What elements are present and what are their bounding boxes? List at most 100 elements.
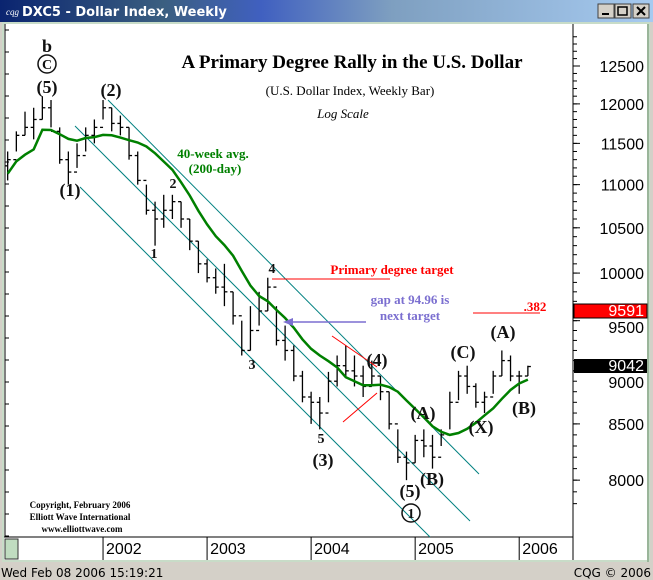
price-bar xyxy=(334,355,341,387)
price-bar xyxy=(169,194,176,220)
price-bar xyxy=(39,96,46,121)
arrow-left-icon xyxy=(283,318,293,326)
status-bar xyxy=(0,562,653,580)
price-bar xyxy=(481,391,488,414)
wave-label: (A) xyxy=(411,403,436,424)
price-bar xyxy=(204,259,211,283)
price-bar xyxy=(342,345,349,377)
chart-title: A Primary Degree Rally in the U.S. Dolla… xyxy=(181,52,523,73)
price-bar xyxy=(464,365,471,394)
price-bar xyxy=(22,111,29,136)
y-tick-label: 8000 xyxy=(608,473,644,490)
scroll-handle[interactable] xyxy=(4,538,19,560)
price-bar xyxy=(178,201,185,228)
y-tick-label: 12500 xyxy=(600,59,645,76)
price-bar xyxy=(126,126,133,160)
price-bar xyxy=(108,107,115,132)
primary-target-label: Primary degree target xyxy=(330,262,454,277)
wave-label: (4) xyxy=(367,350,388,371)
price-marker-label: 9591 xyxy=(608,303,644,320)
price-marker-last: 9042 xyxy=(574,358,647,375)
y-tick-label: 10000 xyxy=(600,266,645,283)
credit-line: Copyright, February 2006 xyxy=(30,500,131,510)
price-bar xyxy=(316,396,323,430)
price-bar xyxy=(117,115,124,136)
gap-label-1: gap at 94.96 is xyxy=(371,292,450,307)
price-bar xyxy=(4,151,11,181)
wave-label: 1 xyxy=(151,247,158,262)
price-bar xyxy=(403,451,410,481)
trend-channel-line xyxy=(74,125,471,522)
wave-label: 2 xyxy=(170,177,177,192)
y-tick-label: 8500 xyxy=(608,417,644,434)
price-bar xyxy=(325,371,332,414)
credit-line: www.elliottwave.com xyxy=(42,524,123,534)
price-bar xyxy=(212,268,219,294)
price-bar xyxy=(74,143,81,173)
status-copyright: CQG © 2006 xyxy=(574,566,651,580)
wedge-upper-line xyxy=(331,335,378,368)
price-bar xyxy=(282,325,289,361)
wave-label: (B) xyxy=(512,398,536,419)
price-bar xyxy=(238,315,245,356)
price-bar xyxy=(13,131,20,161)
gap-label-2: next target xyxy=(380,308,441,323)
price-bar xyxy=(386,391,393,430)
title-bar[interactable] xyxy=(0,0,653,22)
price-bar xyxy=(308,391,315,424)
wave-label: 5 xyxy=(318,432,325,447)
ma-label-2: (200-day) xyxy=(189,161,242,176)
wave-label-b: b xyxy=(42,36,52,56)
wave-label: (5) xyxy=(400,481,421,502)
maximize-icon xyxy=(617,6,628,16)
price-bar xyxy=(91,119,98,144)
price-bar xyxy=(507,355,514,382)
wave-label: (C) xyxy=(451,342,476,363)
wave-label-circled-1: 1 xyxy=(408,507,415,522)
price-bar xyxy=(420,429,427,458)
x-tick-label: 2003 xyxy=(210,541,246,558)
wave-label: (2) xyxy=(101,80,122,101)
price-bar xyxy=(299,370,306,403)
cqg-logo-icon: cqg xyxy=(6,7,19,17)
wave-label: (5) xyxy=(37,77,58,98)
y-tick-label: 12000 xyxy=(600,97,645,114)
price-marker-9591: 9591 xyxy=(573,303,648,320)
price-bar xyxy=(186,218,193,251)
price-bar xyxy=(160,194,167,228)
price-bar xyxy=(195,240,202,274)
close-button[interactable] xyxy=(632,3,650,19)
price-bar xyxy=(247,306,254,352)
maximize-button[interactable] xyxy=(614,3,632,19)
price-bar xyxy=(472,383,479,408)
moving-average-line xyxy=(6,128,529,437)
wave-label: (B) xyxy=(420,469,444,490)
chart-subtitle: (U.S. Dollar Index, Weekly Bar) xyxy=(266,83,435,98)
wave-label: 4 xyxy=(269,262,276,277)
price-bar xyxy=(30,107,37,140)
price-marker-label: 9042 xyxy=(608,358,644,375)
status-timestamp: Wed Feb 08 2006 15:19:21 xyxy=(1,566,163,580)
price-bar xyxy=(134,151,141,185)
price-bar xyxy=(394,423,401,463)
y-tick-label: 9500 xyxy=(608,320,644,337)
wave-label: (A) xyxy=(491,322,516,343)
x-tick-label: 2006 xyxy=(522,541,558,558)
close-icon xyxy=(636,6,646,16)
window-title: DXC5 - Dollar Index, Weekly xyxy=(22,5,227,20)
price-bar xyxy=(65,151,72,185)
x-tick-label: 2004 xyxy=(314,541,350,558)
price-bar xyxy=(221,263,228,307)
circle-icon xyxy=(401,503,421,523)
trend-channel-line xyxy=(79,186,431,538)
ma-label: 40-week avg. xyxy=(177,146,249,161)
minimize-button[interactable] xyxy=(597,3,615,19)
price-bar xyxy=(152,201,159,246)
price-bar xyxy=(143,179,150,215)
price-bar xyxy=(290,345,297,382)
chart-area xyxy=(4,24,648,560)
price-bar xyxy=(264,277,271,312)
wedge-lower-line xyxy=(342,392,378,423)
price-bar xyxy=(82,127,89,157)
